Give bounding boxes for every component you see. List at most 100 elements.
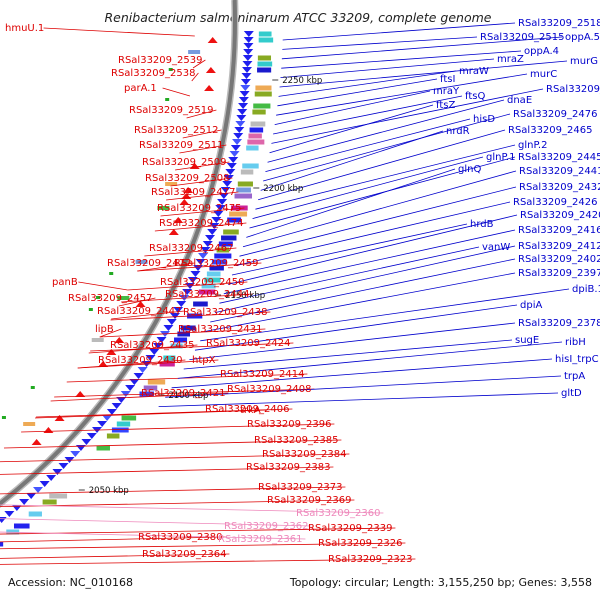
left-gene-label[interactable]: RSal33209_2339 [308,523,392,534]
right-gene-label[interactable]: mraZ [497,54,524,65]
forward-gene-arrow [200,247,211,253]
left-gene-label[interactable]: RSal33209_2396 [247,419,331,430]
right-gene-label[interactable]: dnaE [507,95,532,106]
right-gene-label[interactable]: RSal33209_2465 [508,125,592,136]
right-gene-label[interactable]: murG [570,56,598,67]
right-gene-label[interactable]: dpiA [520,300,542,311]
left-gene-label[interactable]: RSal33209_2538 [111,68,195,79]
right-gene-label[interactable]: murC [530,69,557,80]
right-gene-label[interactable]: hisI_trpC [555,354,599,365]
left-gene-label[interactable]: panB [52,277,78,288]
left-gene-label[interactable]: RSal33209_2474 [159,218,243,229]
right-gene-label[interactable]: RSal33209_2426 [513,197,597,208]
right-gene-label[interactable]: RSal33209_2518 [518,18,600,29]
left-connector [127,281,248,291]
right-gene-label[interactable]: RSal33209_2515 [480,32,564,43]
right-gene-label[interactable]: RSal33209_2441 [519,166,600,177]
right-gene-label[interactable]: ftsI [440,74,455,85]
left-gene-label[interactable]: RSal33209_2450 [160,277,244,288]
left-gene-label[interactable]: RSal33209_2512 [134,125,218,136]
left-gene-label[interactable]: RSal33209_2459 [174,258,258,269]
right-gene-label[interactable]: RSal33209_2476 [513,109,597,120]
left-gene-label[interactable]: RSal33209_2444 [165,289,249,300]
forward-gene-arrow [39,481,50,487]
right-gene-label[interactable]: gltD [561,388,582,399]
left-gene-label[interactable]: RSal33209_2364 [142,549,226,560]
right-gene-label[interactable]: RSal33209_2397 [518,268,600,279]
left-gene-label[interactable]: RSal33209_2472 [107,258,191,269]
left-gene-label[interactable]: RSal33209_2431 [178,324,262,335]
marker-dot [109,272,114,275]
right-gene-label[interactable]: RSal33209_2378 [518,318,600,329]
right-gene-label[interactable]: RSal33209_2445 [518,152,600,163]
right-gene-label[interactable]: dpiB.1 [572,284,600,295]
left-gene-label[interactable]: RSal33209_2406 [205,404,289,415]
right-gene-label[interactable]: ribH [565,337,586,348]
left-gene-label[interactable]: RSal33209_2509 [142,157,226,168]
left-gene-label[interactable]: RSal33209_2519 [129,105,213,116]
right-gene-label[interactable]: RSal33209_2432 [519,182,600,193]
left-gene-label[interactable]: RSal33209_2369 [267,495,351,506]
left-gene-label[interactable]: RSal33209_2384 [262,449,346,460]
left-gene-label[interactable]: RSal33209_2424 [206,338,290,349]
left-gene-label[interactable]: RSal33209_2475 [157,203,241,214]
right-gene-label[interactable]: hisD [473,114,495,125]
left-gene-label[interactable]: RSal33209_2539 [118,55,202,66]
left-connector [0,536,226,543]
right-gene-label[interactable]: glnQ [458,164,481,175]
cog-block [227,217,242,223]
left-gene-label[interactable]: RSal33209_2430 [98,355,182,366]
right-gene-label[interactable]: glnP.2 [518,140,547,151]
right-gene-label[interactable]: vanW [482,242,510,253]
left-gene-label[interactable]: trkA [240,405,261,416]
forward-gene-arrow [242,67,253,73]
right-gene-label[interactable]: RSal33209_2420 [520,210,600,221]
right-gene-label[interactable]: trpA [564,371,585,382]
left-gene-label[interactable]: RSal33209_2373 [258,482,342,493]
forward-gene-arrow [81,439,92,445]
left-gene-label[interactable]: lipB [95,324,114,335]
right-gene-label[interactable]: glnP.1 [486,152,515,163]
pink-gene-label[interactable]: RSal33209_2360 [296,508,380,519]
right-gene-label[interactable]: ftsZ [436,100,455,111]
right-gene-label[interactable]: RSal33209_2412 [518,241,600,252]
pink-gene-label[interactable]: RSal33209_2362 [224,521,308,532]
cog-block [106,433,120,439]
left-gene-label[interactable]: RSal33209_2326 [318,538,402,549]
left-gene-label[interactable]: RSal33209_2511 [139,140,223,151]
forward-gene-arrow [193,265,204,271]
left-gene-label[interactable]: RSal33209_2414 [220,369,304,380]
forward-gene-arrow [173,307,184,313]
right-gene-label[interactable]: oppA.4 [524,46,559,57]
left-gene-label[interactable]: hmuU.1 [5,23,44,34]
right-gene-label[interactable]: oppA.5 [565,32,600,43]
tick-label: 2200 kbp [263,184,303,194]
left-gene-label[interactable]: RSal33209_2323 [328,554,412,565]
right-gene-label[interactable]: ftsQ [465,91,485,102]
left-gene-label[interactable]: RSal33209_2508 [145,173,229,184]
left-gene-label[interactable]: htpX [192,355,216,366]
left-gene-label[interactable]: RSal33209_2385 [254,435,338,446]
right-gene-label[interactable]: RSal33209_2416 [518,225,600,236]
right-gene-label[interactable]: RSal33209_2402 [518,254,600,265]
left-gene-label[interactable]: RSal33209_2383 [246,462,330,473]
left-gene-label[interactable]: RSal33209_2467 [149,243,233,254]
left-gene-label[interactable]: RSal33209_2435 [110,340,194,351]
left-gene-label[interactable]: RSal33209_2408 [227,384,311,395]
pink-gene-label[interactable]: RSal33209_2361 [218,534,302,545]
left-gene-label[interactable]: RSal33209_2457 [68,293,152,304]
reverse-gene-arrow [75,391,86,397]
left-gene-label[interactable]: RSal33209_2477 [151,187,235,198]
right-gene-label[interactable]: nrdR [446,126,470,137]
right-gene-label[interactable]: mraW [459,66,489,77]
right-gene-label[interactable]: RSal33209_2488 [546,84,600,95]
right-gene-label[interactable]: hrdB [470,219,494,230]
right-gene-label[interactable]: mraY [433,86,460,97]
left-gene-label[interactable]: RSal33209_2421 [141,388,225,399]
left-gene-label[interactable]: RSal33209_2447 [97,306,181,317]
left-gene-label[interactable]: RSal33209_2438 [183,307,267,318]
left-gene-label[interactable]: parA.1 [124,83,157,94]
right-connector [281,50,522,69]
right-gene-label[interactable]: sugE [515,335,539,346]
left-gene-label[interactable]: RSal33209_2380 [138,532,222,543]
